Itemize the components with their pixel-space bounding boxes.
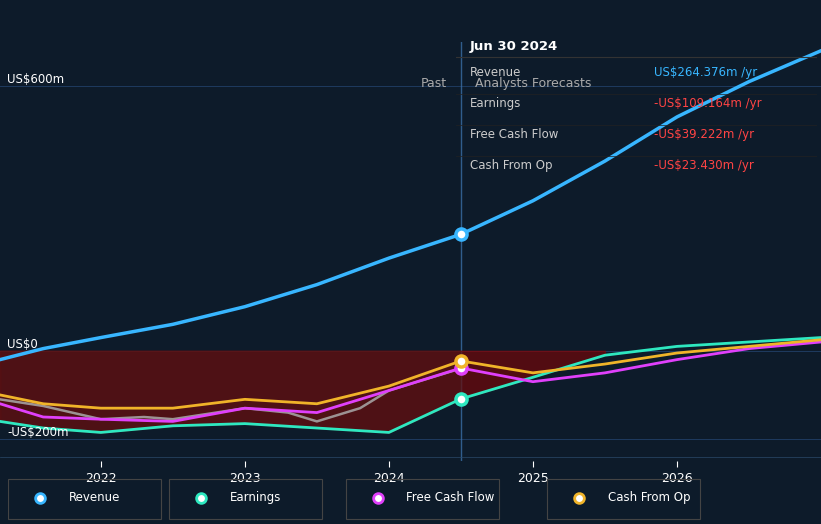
- Text: US$600m: US$600m: [7, 73, 64, 86]
- Text: Free Cash Flow: Free Cash Flow: [470, 128, 558, 141]
- Text: Past: Past: [420, 77, 447, 90]
- Text: Analysts Forecasts: Analysts Forecasts: [475, 77, 592, 90]
- Text: -US$39.222m /yr: -US$39.222m /yr: [654, 128, 754, 141]
- Text: -US$109.164m /yr: -US$109.164m /yr: [654, 97, 762, 111]
- Text: Revenue: Revenue: [470, 67, 521, 80]
- Text: US$264.376m /yr: US$264.376m /yr: [654, 67, 758, 80]
- Text: Jun 30 2024: Jun 30 2024: [470, 40, 558, 53]
- Text: Earnings: Earnings: [230, 492, 281, 504]
- Text: Cash From Op: Cash From Op: [470, 159, 553, 172]
- Text: Revenue: Revenue: [68, 492, 120, 504]
- Text: US$0: US$0: [7, 338, 38, 351]
- Text: Earnings: Earnings: [470, 97, 521, 111]
- Text: Cash From Op: Cash From Op: [608, 492, 690, 504]
- Text: Free Cash Flow: Free Cash Flow: [406, 492, 495, 504]
- Text: -US$23.430m /yr: -US$23.430m /yr: [654, 159, 754, 172]
- Text: -US$200m: -US$200m: [7, 426, 69, 439]
